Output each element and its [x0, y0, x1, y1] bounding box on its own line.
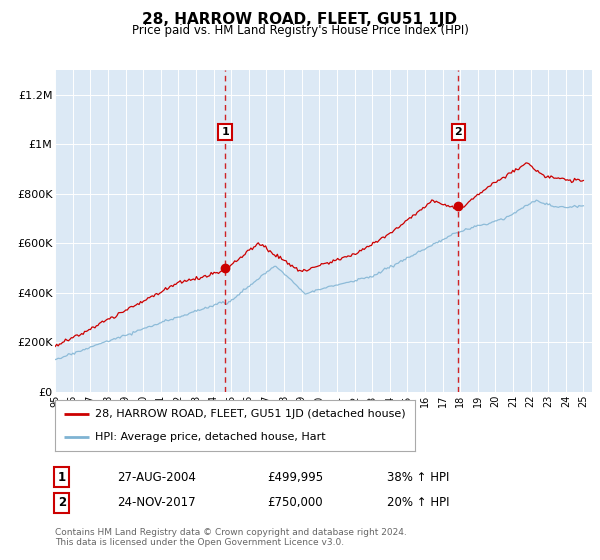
Text: Contains HM Land Registry data © Crown copyright and database right 2024.
This d: Contains HM Land Registry data © Crown c…	[55, 528, 407, 547]
Text: 2: 2	[58, 496, 66, 510]
Text: 2: 2	[455, 127, 462, 137]
Text: 1: 1	[58, 470, 66, 484]
Text: 28, HARROW ROAD, FLEET, GU51 1JD: 28, HARROW ROAD, FLEET, GU51 1JD	[143, 12, 458, 27]
Text: 1: 1	[221, 127, 229, 137]
Text: 27-AUG-2004: 27-AUG-2004	[117, 470, 196, 484]
Text: 38% ↑ HPI: 38% ↑ HPI	[387, 470, 449, 484]
Text: 24-NOV-2017: 24-NOV-2017	[117, 496, 196, 510]
Text: 20% ↑ HPI: 20% ↑ HPI	[387, 496, 449, 510]
Text: £499,995: £499,995	[267, 470, 323, 484]
Text: 28, HARROW ROAD, FLEET, GU51 1JD (detached house): 28, HARROW ROAD, FLEET, GU51 1JD (detach…	[95, 409, 406, 419]
Text: Price paid vs. HM Land Registry's House Price Index (HPI): Price paid vs. HM Land Registry's House …	[131, 24, 469, 36]
Text: HPI: Average price, detached house, Hart: HPI: Average price, detached house, Hart	[95, 432, 325, 442]
Text: £750,000: £750,000	[267, 496, 323, 510]
